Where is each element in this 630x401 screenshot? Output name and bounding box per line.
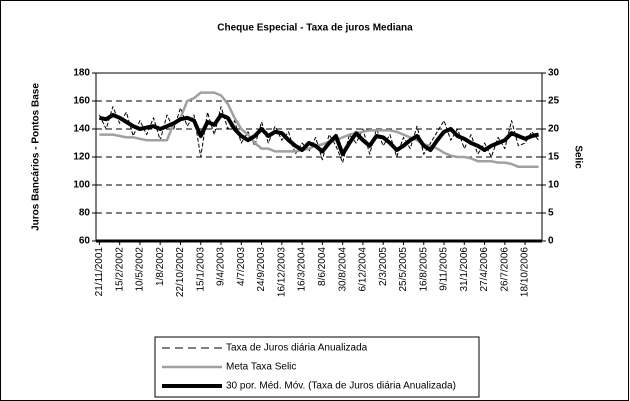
x-tick-label: 16/3/2004 [297, 247, 308, 292]
y2-tick-label: 25 [548, 96, 560, 107]
y-tick-label: 120 [73, 152, 90, 163]
x-tick-label: 15/2/2002 [114, 247, 125, 292]
x-tick-label: 27/4/2006 [479, 247, 490, 292]
x-tick-label: 25/5/2005 [398, 247, 409, 292]
x-tick-label: 18/10/2006 [520, 247, 531, 297]
y-tick-label: 180 [73, 68, 90, 79]
x-tick-label: 26/7/2006 [499, 247, 510, 292]
x-tick-label: 6/12/2004 [358, 247, 369, 292]
x-tick-label: 22/10/2002 [175, 247, 186, 297]
y2-tick-label: 15 [548, 152, 560, 163]
x-tick-label: 16/8/2005 [418, 247, 429, 292]
x-tick-label: 4/7/2003 [236, 247, 247, 286]
series-line [99, 91, 539, 169]
y-tick-label: 60 [79, 236, 91, 247]
x-tick-label: 16/12/2003 [276, 247, 287, 297]
y2-tick-label: 20 [548, 124, 560, 135]
series-line [98, 113, 540, 157]
y2-axis-label: Selic [572, 145, 583, 169]
y-tick-label: 160 [73, 96, 90, 107]
y2-tick-label: 10 [548, 180, 560, 191]
x-tick-label: 9/4/2003 [216, 247, 227, 286]
legend-label: 30 por. Méd. Móv. (Taxa de Juros diária … [226, 381, 456, 392]
y-tick-label: 80 [79, 208, 91, 219]
x-tick-label: 31/1/2006 [459, 247, 470, 292]
x-tick-label: 24/9/2003 [256, 247, 267, 292]
x-tick-label: 10/5/2002 [135, 247, 146, 292]
legend-label: Taxa de Juros diária Anualizada [226, 343, 368, 354]
x-tick-label: 9/11/2005 [439, 247, 450, 291]
x-tick-label: 30/8/2004 [337, 247, 348, 292]
y2-tick-label: 5 [548, 208, 554, 219]
x-tick-label: 2/3/2005 [378, 247, 389, 286]
y2-tick-label: 30 [548, 68, 560, 79]
x-tick-label: 8/6/2004 [317, 247, 328, 286]
x-tick-label: 15/1/2003 [195, 247, 206, 292]
legend-label: Meta Taxa Selic [226, 362, 296, 373]
x-tick-label: 21/11/2001 [94, 247, 105, 297]
x-tick-label: 1/8/2002 [155, 247, 166, 286]
chart-title: Cheque Especial - Taxa de juros Mediana [217, 23, 413, 34]
y-tick-label: 140 [73, 124, 90, 135]
y-tick-label: 100 [73, 180, 90, 191]
y-axis-label: Juros Bancários - Pontos Base [31, 83, 42, 231]
y2-tick-label: 0 [548, 236, 554, 247]
